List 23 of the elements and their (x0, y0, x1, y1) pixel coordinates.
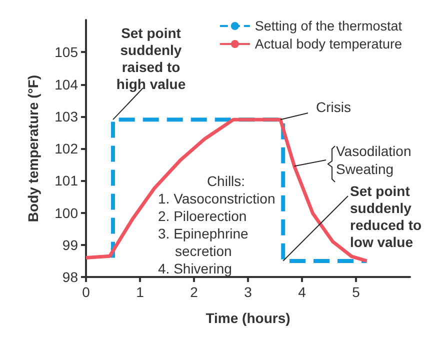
y-tick-label: 98 (62, 269, 78, 285)
annotation: Set point suddenly reduced to low value (350, 183, 422, 250)
x-tick-label: 4 (298, 284, 306, 300)
x-tick-label: 5 (352, 284, 360, 300)
legend-label: Setting of the thermostat (254, 18, 402, 34)
x-tick-label: 3 (244, 284, 252, 300)
x-tick-label: 1 (136, 284, 144, 300)
x-tick-label: 0 (82, 284, 90, 300)
x-axis-title: Time (hours) (206, 310, 290, 326)
y-tick-label: 101 (54, 172, 78, 189)
y-tick-label: 102 (54, 140, 78, 156)
annotation: Vasodilation Sweating (336, 143, 412, 177)
annotation: Crisis (316, 99, 351, 115)
y-tick-label: 103 (54, 108, 78, 124)
y-tick-label: 99 (62, 236, 78, 253)
annotation: Set point suddenly raised to high value (116, 25, 186, 92)
y-axis-title: Body temperature (°F) (25, 74, 41, 222)
annotation: Chills: 1. Vasoconstriction 2. Piloerection 3. Epinephrine secretion 4. Shivering (158, 173, 276, 276)
y-tick-label: 105 (54, 44, 78, 60)
y-tick-label: 104 (54, 76, 78, 92)
y-tick-label: 100 (54, 204, 78, 221)
legend-label: Actual body temperature (254, 36, 402, 52)
x-tick-label: 2 (190, 284, 198, 300)
